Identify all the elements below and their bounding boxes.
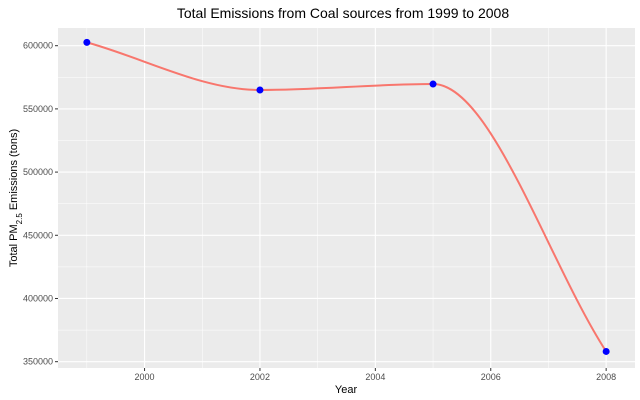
y-axis-title-suffix: Emissions (tons) — [8, 129, 20, 213]
data-point — [602, 347, 610, 355]
x-axis-title: Year — [335, 384, 358, 396]
x-tick-label: 2000 — [135, 372, 155, 382]
x-tick-label: 2002 — [250, 372, 270, 382]
points-layer — [83, 38, 610, 355]
y-axis-title-prefix: Total PM — [8, 224, 20, 267]
y-tick-label: 400000 — [23, 293, 53, 303]
x-tick-label: 2004 — [365, 372, 385, 382]
y-tick-label: 550000 — [23, 104, 53, 114]
y-tick-label: 600000 — [23, 41, 53, 51]
chart-title: Total Emissions from Coal sources from 1… — [177, 5, 509, 21]
y-axis-title-subscript: 2.5 — [15, 213, 24, 225]
y-axis-ticks: 350000 400000 450000 500000 550000 600000 — [23, 41, 58, 367]
x-axis-ticks: 2000 2002 2004 2006 2008 — [135, 368, 616, 382]
data-point — [429, 80, 437, 88]
series-line — [86, 41, 607, 353]
x-tick-label: 2006 — [481, 372, 501, 382]
y-tick-label: 500000 — [23, 167, 53, 177]
plot-panel — [58, 28, 635, 368]
x-tick-label: 2008 — [596, 372, 616, 382]
y-tick-label: 450000 — [23, 230, 53, 240]
series-layer — [86, 41, 607, 353]
grid-major — [58, 28, 635, 368]
y-axis-title: Total PM2.5 Emissions (tons) — [8, 129, 24, 267]
y-tick-label: 350000 — [23, 357, 53, 367]
data-point — [256, 86, 264, 94]
data-point — [83, 38, 91, 46]
grid-minor — [58, 28, 635, 368]
